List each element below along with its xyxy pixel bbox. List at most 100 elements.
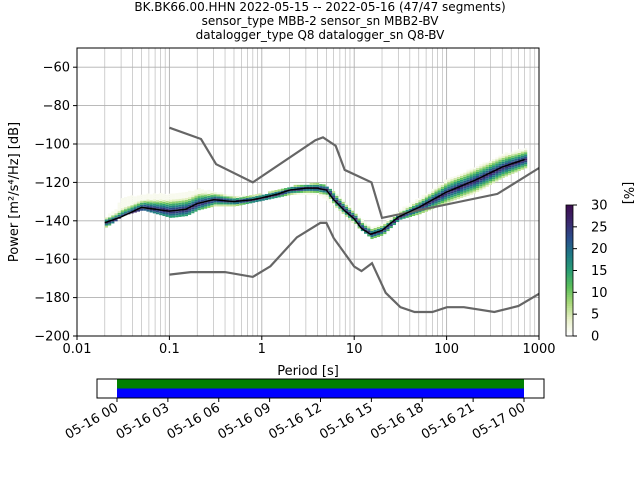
colorbar-label: [%] [620, 182, 635, 205]
density-cell [437, 190, 441, 193]
density-cell [194, 209, 198, 212]
colorbar-step [566, 294, 573, 298]
density-cell [332, 195, 336, 198]
density-cell [517, 167, 521, 170]
density-cell [386, 221, 390, 224]
density-cell [165, 208, 169, 211]
density-cell [434, 193, 438, 196]
density-cell [476, 186, 480, 189]
density-cell [511, 159, 515, 162]
density-cell [524, 158, 528, 161]
density-cell [450, 185, 454, 188]
density-cell [172, 195, 176, 198]
density-cell [344, 202, 349, 205]
density-cell [156, 202, 160, 205]
density-cell [373, 236, 377, 239]
density-cell [197, 204, 201, 207]
density-cell [524, 156, 528, 159]
density-cell [293, 184, 297, 187]
density-cell [511, 157, 515, 160]
density-cell [504, 158, 509, 161]
density-cell [159, 197, 163, 200]
density-cell [469, 168, 473, 171]
density-cell [146, 195, 150, 198]
density-cell [200, 189, 205, 192]
x-tick-label: 1000 [522, 342, 555, 357]
density-cell [373, 225, 377, 228]
density-cell [172, 201, 176, 204]
density-cell [469, 176, 473, 179]
density-cell [216, 200, 221, 203]
density-cell [354, 213, 358, 216]
density-cell [303, 184, 307, 187]
density-cell [168, 201, 173, 204]
density-cell [168, 215, 173, 218]
density-cell [495, 173, 499, 176]
density-cell [431, 204, 435, 207]
density-cell [460, 189, 464, 192]
density-cell [357, 222, 361, 225]
density-cell [223, 194, 227, 197]
density-cell [127, 198, 131, 201]
density-cell [117, 202, 121, 205]
density-cell [245, 195, 249, 198]
density-cell [440, 186, 445, 189]
density-cell [242, 198, 246, 201]
density-cell [178, 196, 182, 199]
density-cell [514, 160, 518, 163]
density-cell [204, 194, 208, 197]
density-cell [437, 198, 441, 201]
density-cell [149, 196, 153, 199]
colorbar-step [566, 296, 573, 300]
density-cell [197, 198, 201, 201]
density-cell [437, 186, 441, 189]
density-cell [117, 204, 121, 207]
density-cell [197, 196, 201, 199]
density-cell [364, 231, 368, 234]
density-cell [450, 177, 454, 180]
density-cell [204, 206, 208, 209]
density-cell [424, 197, 429, 200]
density-cell [133, 210, 137, 213]
density-cell [332, 193, 336, 196]
density-cell [514, 162, 518, 165]
colorbar-tick-label: 10 [591, 286, 608, 301]
density-cell [524, 166, 528, 169]
density-cell [482, 172, 486, 175]
density-cell [188, 196, 192, 199]
timeline-tick-label: 05-16 21 [419, 400, 477, 442]
density-cell [357, 216, 361, 219]
density-cell [504, 162, 509, 165]
density-cell [216, 192, 221, 195]
density-cell [354, 221, 358, 224]
density-cell [194, 199, 198, 202]
density-cell [501, 155, 505, 158]
density-cell [207, 193, 211, 196]
density-cell [172, 197, 176, 200]
density-cell [197, 190, 201, 193]
density-cell [296, 184, 301, 187]
density-cell [511, 165, 515, 168]
colorbar-step [566, 226, 573, 230]
density-cell [197, 188, 201, 191]
density-cell [322, 196, 326, 199]
density-cell [200, 195, 205, 198]
density-cell [431, 200, 435, 203]
density-cell [450, 187, 454, 190]
density-cell [351, 212, 355, 215]
density-cell [348, 205, 352, 208]
density-cell [383, 228, 387, 231]
timeline-tick-label: 05-16 00 [63, 400, 121, 442]
density-cell [479, 184, 483, 187]
density-cell [508, 167, 512, 170]
density-cell [280, 190, 285, 193]
density-cell [306, 188, 310, 191]
noise-models [169, 126, 540, 314]
density-cell [184, 204, 189, 207]
density-cell [258, 199, 262, 202]
density-cell [136, 203, 141, 206]
density-cell [319, 194, 323, 197]
density-cell [383, 222, 387, 225]
density-cell [344, 214, 349, 217]
colorbar-step [566, 213, 573, 217]
